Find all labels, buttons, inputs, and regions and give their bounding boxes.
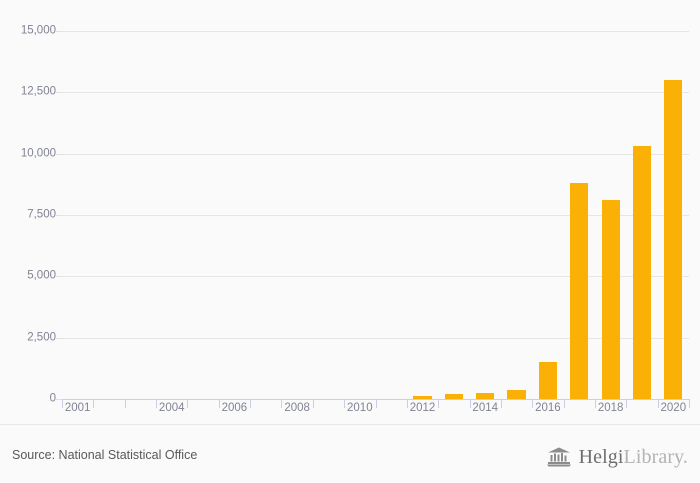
x-axis-tick-mark bbox=[406, 399, 408, 408]
brand-library: Library bbox=[623, 446, 683, 468]
x-axis-tick-mark bbox=[156, 399, 158, 408]
x-axis-tick-mark bbox=[62, 399, 63, 408]
x-axis-tick-mark bbox=[500, 399, 502, 408]
gridline bbox=[62, 337, 689, 339]
x-axis-tick-mark bbox=[218, 399, 220, 408]
x-axis-tick-label: 2010 bbox=[347, 402, 373, 414]
x-axis-tick-mark bbox=[594, 399, 596, 408]
bar-2015[interactable] bbox=[507, 389, 526, 399]
x-axis-tick-label: 2001 bbox=[64, 402, 91, 414]
x-axis-tick-label: 2018 bbox=[597, 402, 624, 414]
y-axis-tick-label: 10,000 bbox=[20, 146, 56, 159]
bar-2018[interactable] bbox=[601, 200, 620, 399]
y-axis-tick-label: 0 bbox=[49, 392, 56, 405]
x-axis-tick-label: 2006 bbox=[221, 402, 248, 414]
x-axis-tick-label: 2008 bbox=[284, 402, 310, 414]
y-axis-tick-label: 5,000 bbox=[27, 269, 56, 282]
y-axis-tick-mark bbox=[56, 92, 62, 94]
y-axis-tick-label: 7,500 bbox=[27, 208, 56, 221]
x-axis-tick-mark bbox=[375, 399, 377, 408]
x-axis-tick-mark bbox=[344, 399, 346, 408]
y-axis-tick-label: 15,000 bbox=[20, 24, 56, 37]
y-axis-tick-label: 12,500 bbox=[20, 85, 56, 98]
footer-divider bbox=[0, 424, 700, 425]
x-axis-tick-mark bbox=[626, 399, 628, 408]
source-note: Source: National Statistical Office bbox=[12, 448, 198, 462]
gridline bbox=[62, 215, 689, 216]
x-axis-tick-label: 2020 bbox=[660, 402, 687, 414]
x-axis-tick-mark bbox=[469, 399, 471, 408]
helgi-library-logo[interactable]: HelgiLibrary. bbox=[546, 444, 688, 470]
library-building-icon bbox=[546, 447, 571, 467]
y-axis-tick-mark bbox=[56, 31, 62, 32]
plot-wrapper: 0 2,500 5,000 7,500 10,000 12,500 15,000 2001 2… bbox=[0, 25, 690, 414]
x-axis-tick-label: 2014 bbox=[472, 402, 499, 414]
gridline bbox=[62, 92, 689, 94]
bar-2013[interactable] bbox=[444, 394, 463, 399]
x-axis-tick-mark bbox=[312, 399, 314, 408]
y-axis-tick-mark bbox=[56, 276, 62, 278]
x-axis-tick-mark bbox=[563, 399, 565, 408]
brand-dot: . bbox=[682, 446, 688, 468]
bar-2016[interactable] bbox=[538, 362, 557, 399]
x-axis-tick-mark bbox=[657, 399, 659, 408]
bar-2020[interactable] bbox=[664, 80, 683, 399]
gridline bbox=[62, 276, 689, 278]
x-axis-tick-label: 2012 bbox=[409, 402, 436, 414]
x-axis-tick-mark bbox=[124, 399, 126, 408]
x-axis-tick-mark bbox=[250, 399, 252, 408]
x-axis-tick-mark bbox=[187, 399, 189, 408]
bar-2012[interactable] bbox=[413, 396, 432, 399]
x-axis-tick-mark bbox=[93, 399, 95, 408]
gridline bbox=[62, 31, 689, 32]
x-axis-tick-mark bbox=[532, 399, 534, 408]
x-axis-tick-label: 2016 bbox=[535, 402, 561, 414]
x-axis-tick-mark bbox=[281, 399, 283, 408]
brand-helgi: Helgi bbox=[578, 446, 624, 468]
bar-2017[interactable] bbox=[570, 183, 589, 399]
bar-series bbox=[62, 31, 689, 399]
y-axis-tick-mark bbox=[56, 337, 62, 339]
y-axis: 0 2,500 5,000 7,500 10,000 12,500 15,000 bbox=[0, 25, 62, 404]
bar-2019[interactable] bbox=[632, 146, 652, 399]
x-axis-tick-mark bbox=[438, 399, 440, 408]
x-axis-tick-label: 2004 bbox=[158, 402, 185, 414]
gridline bbox=[62, 153, 689, 155]
x-axis-tick-mark bbox=[689, 399, 690, 408]
brand-wordmark: HelgiLibrary. bbox=[579, 447, 688, 467]
y-axis-tick-mark bbox=[56, 215, 62, 216]
y-axis-tick-mark bbox=[56, 399, 62, 400]
y-axis-tick-mark bbox=[56, 153, 62, 155]
bar-2014[interactable] bbox=[476, 392, 495, 399]
y-axis-tick-label: 2,500 bbox=[27, 330, 56, 343]
